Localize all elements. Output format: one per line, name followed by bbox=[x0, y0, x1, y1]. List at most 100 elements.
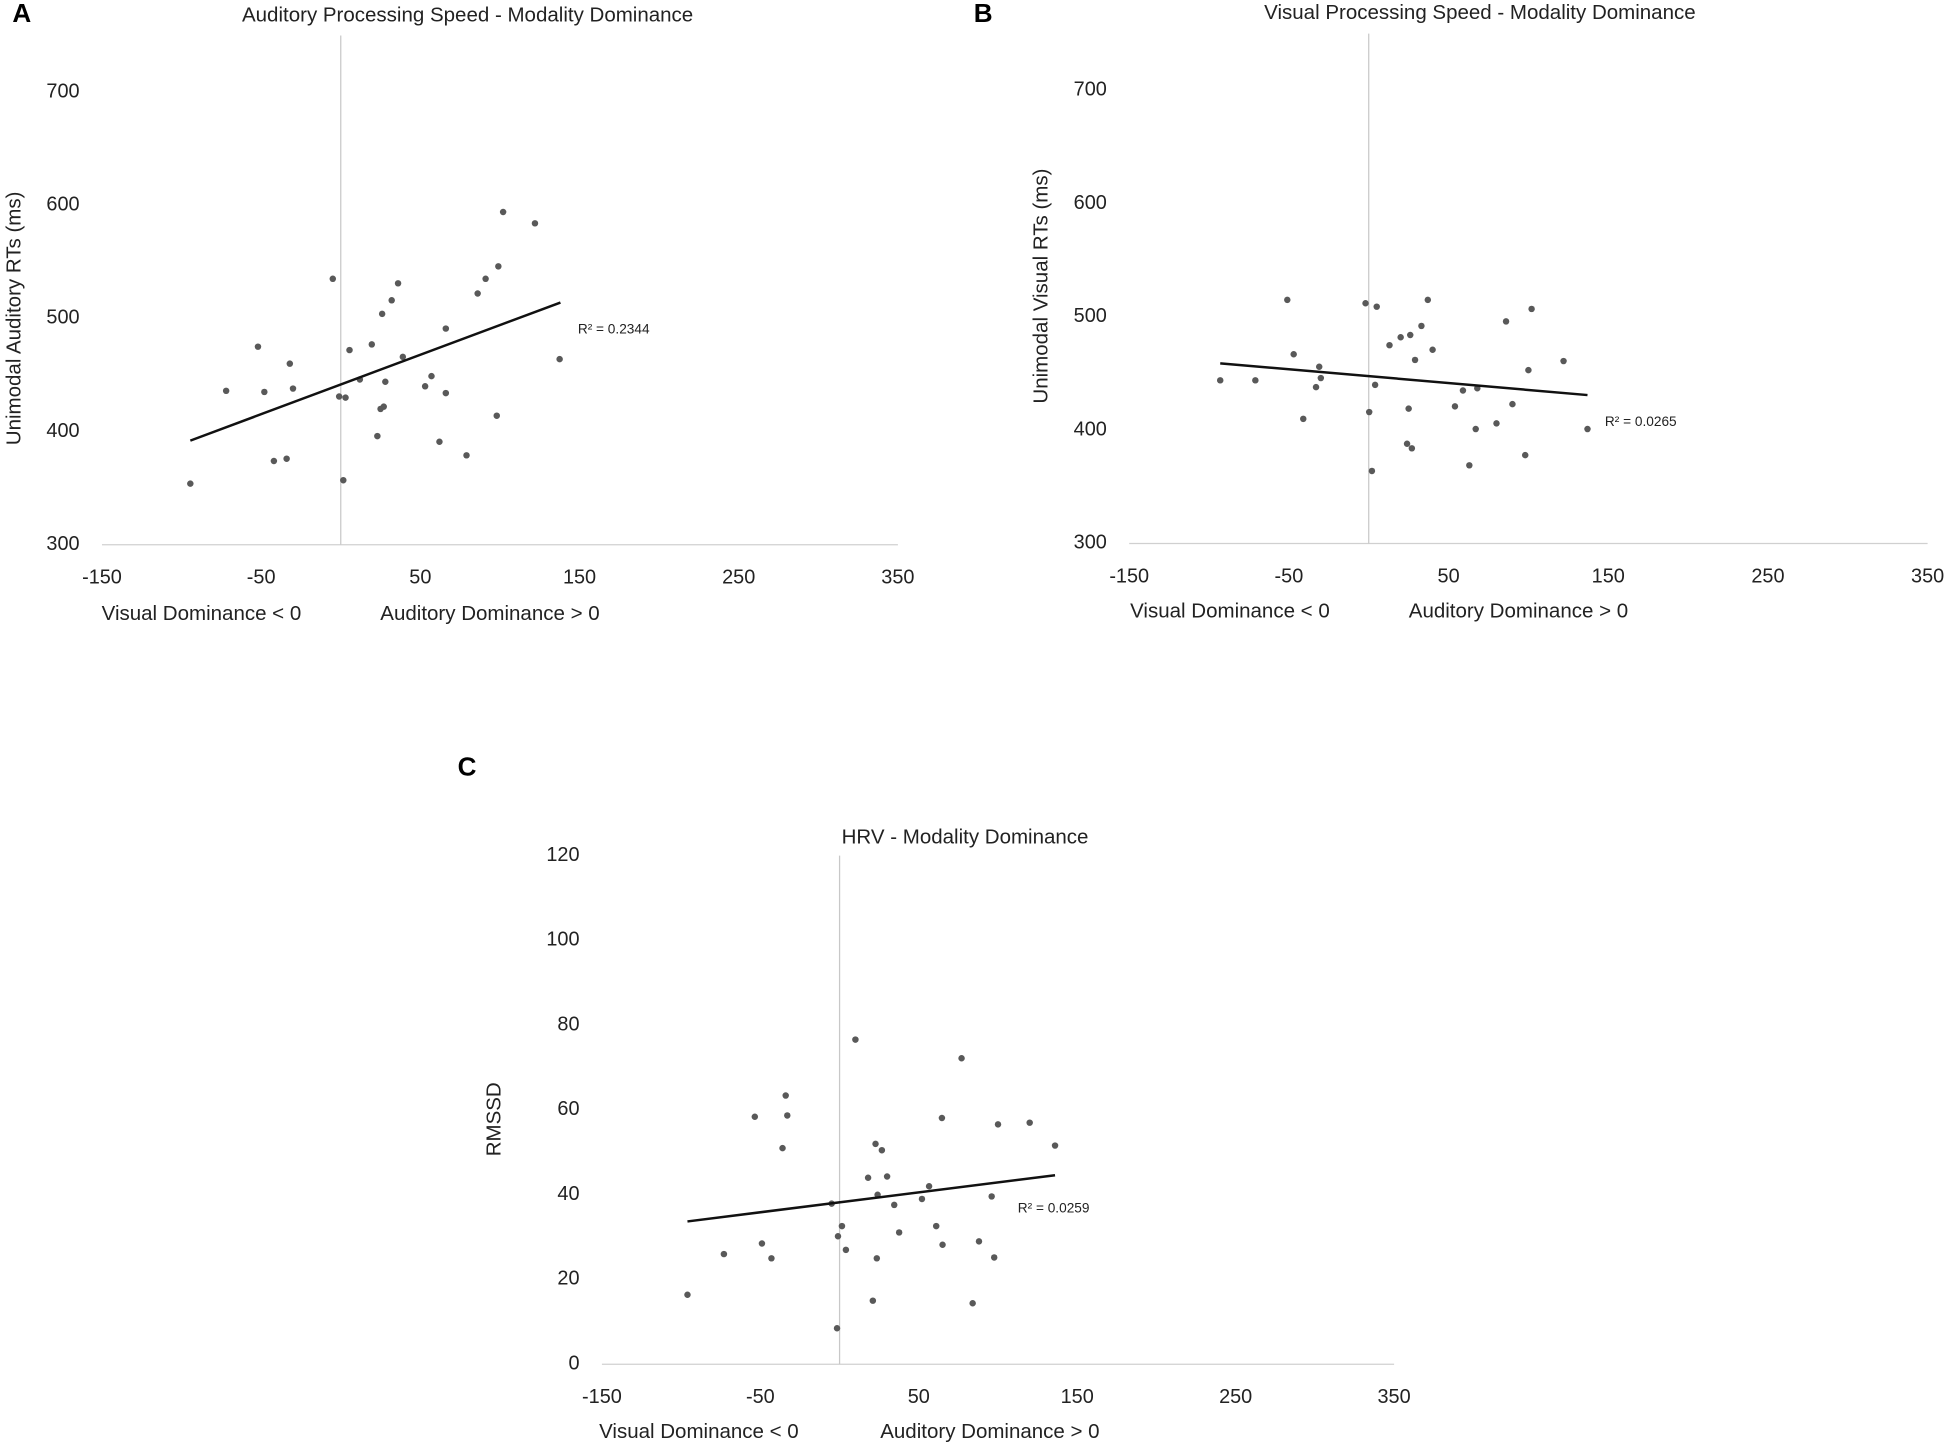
x-tick-label: 250 bbox=[1219, 1386, 1252, 1408]
point bbox=[270, 457, 278, 465]
point bbox=[1373, 303, 1380, 310]
y-tick-label: 400 bbox=[1074, 418, 1107, 440]
point bbox=[556, 355, 563, 363]
x-axis-label: Auditory Dominance > 0 bbox=[380, 602, 599, 625]
x-tick-label: -50 bbox=[1275, 565, 1304, 587]
point bbox=[1284, 296, 1291, 304]
point bbox=[1397, 334, 1404, 341]
y-tick-label: 100 bbox=[546, 929, 579, 951]
x-tick-label: 350 bbox=[1911, 565, 1944, 587]
y-tick-label: 20 bbox=[557, 1268, 579, 1290]
point bbox=[289, 385, 297, 392]
point bbox=[329, 275, 337, 283]
trend-line bbox=[189, 301, 561, 442]
point bbox=[382, 378, 389, 385]
point bbox=[1317, 374, 1325, 382]
panel-label: C bbox=[458, 751, 477, 781]
point bbox=[374, 432, 381, 440]
x-tick-label: -50 bbox=[746, 1386, 775, 1408]
y-tick-label: 60 bbox=[557, 1098, 579, 1120]
point bbox=[834, 1233, 842, 1240]
y-tick-label: 700 bbox=[1074, 79, 1107, 101]
point bbox=[842, 1246, 850, 1254]
point bbox=[994, 1121, 1002, 1128]
point bbox=[1407, 331, 1414, 339]
point bbox=[1368, 467, 1376, 475]
point bbox=[436, 438, 443, 445]
point bbox=[342, 394, 349, 401]
point bbox=[1216, 377, 1224, 384]
point bbox=[368, 341, 376, 348]
chart-title: Auditory Processing Speed - Modality Dom… bbox=[242, 4, 693, 27]
point bbox=[782, 1092, 789, 1099]
y-tick-label: 400 bbox=[46, 420, 79, 442]
y-tick-label: 700 bbox=[46, 80, 79, 102]
point bbox=[1584, 425, 1591, 433]
point bbox=[1411, 356, 1419, 364]
point bbox=[254, 343, 262, 350]
x-tick-label: 50 bbox=[1438, 565, 1460, 587]
x-tick-label: -150 bbox=[82, 567, 122, 589]
trend-line bbox=[1220, 362, 1588, 397]
point bbox=[394, 280, 402, 287]
y-tick-label: 40 bbox=[557, 1183, 579, 1205]
point bbox=[1300, 415, 1307, 423]
point bbox=[1051, 1142, 1059, 1149]
point bbox=[340, 476, 347, 484]
point bbox=[1502, 318, 1510, 325]
x-axis-label: Auditory Dominance > 0 bbox=[1409, 599, 1628, 622]
point bbox=[428, 372, 435, 380]
point bbox=[969, 1300, 976, 1307]
point bbox=[939, 1241, 946, 1248]
point bbox=[1290, 351, 1297, 358]
point bbox=[1386, 341, 1393, 349]
point bbox=[1493, 420, 1500, 427]
point bbox=[864, 1174, 872, 1182]
point bbox=[1408, 445, 1416, 452]
point bbox=[1403, 440, 1411, 448]
r-squared: R² = 0.2344 bbox=[578, 322, 650, 337]
point bbox=[1528, 305, 1535, 313]
r-squared: R² = 0.0265 bbox=[1605, 414, 1677, 429]
point bbox=[918, 1195, 926, 1203]
x-tick-label: -150 bbox=[1109, 565, 1149, 587]
point bbox=[1560, 357, 1567, 365]
point bbox=[495, 263, 502, 270]
point bbox=[758, 1240, 766, 1247]
point bbox=[1362, 300, 1369, 307]
point bbox=[833, 1325, 841, 1332]
x-tick-label: 250 bbox=[1751, 565, 1784, 587]
y-tick-label: 300 bbox=[46, 533, 79, 555]
x-axis-label: Auditory Dominance > 0 bbox=[880, 1420, 1099, 1443]
point bbox=[380, 403, 387, 410]
point bbox=[958, 1055, 965, 1062]
point bbox=[1365, 408, 1373, 416]
point bbox=[878, 1146, 886, 1154]
point bbox=[938, 1114, 946, 1122]
point bbox=[975, 1238, 983, 1245]
point bbox=[779, 1144, 786, 1152]
point bbox=[1521, 451, 1529, 459]
point bbox=[499, 208, 507, 216]
point bbox=[1252, 377, 1259, 384]
x-tick-label: 350 bbox=[881, 567, 914, 589]
point bbox=[283, 455, 290, 462]
r-squared: R² = 0.0259 bbox=[1018, 1200, 1090, 1215]
point bbox=[1509, 400, 1516, 408]
point bbox=[261, 388, 268, 396]
point bbox=[883, 1173, 891, 1180]
y-axis-label: Unimodal Auditory RTs (ms) bbox=[2, 192, 25, 446]
point bbox=[988, 1193, 995, 1200]
point bbox=[442, 389, 450, 397]
point bbox=[1459, 387, 1467, 394]
point bbox=[493, 412, 500, 419]
x-tick-label: 50 bbox=[908, 1386, 930, 1408]
point bbox=[751, 1113, 759, 1120]
point bbox=[388, 297, 395, 304]
point bbox=[1472, 425, 1479, 433]
panel-label: A bbox=[12, 0, 31, 28]
x-tick-label: 250 bbox=[722, 567, 755, 589]
x-tick-label: 350 bbox=[1378, 1386, 1411, 1408]
point bbox=[895, 1229, 903, 1236]
